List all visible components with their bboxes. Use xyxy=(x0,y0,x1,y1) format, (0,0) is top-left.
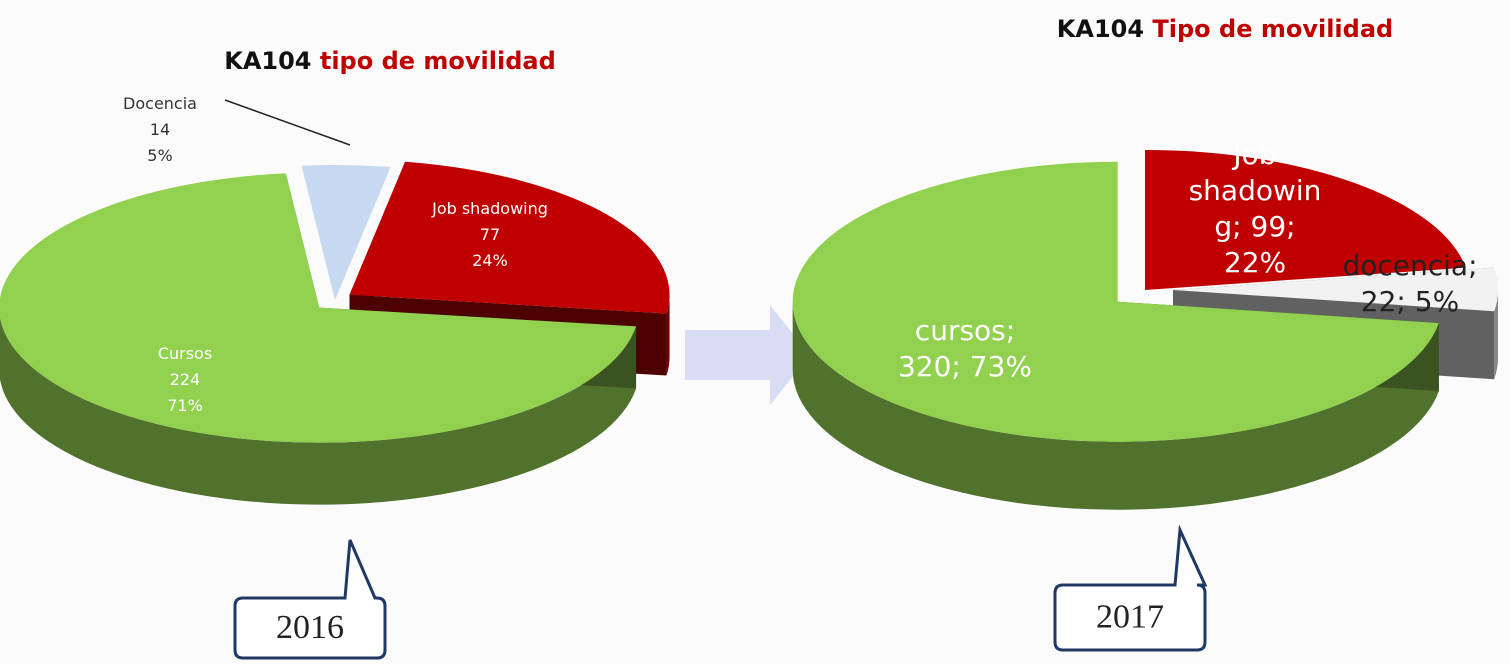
title-text: tipo de movilidad xyxy=(320,47,556,75)
title-text: Tipo de movilidad xyxy=(1152,15,1393,43)
slide: KA104 tipo de movilidadCursos22471%Docen… xyxy=(0,0,1511,664)
leader-line xyxy=(225,100,350,145)
year-label: 2016 xyxy=(276,609,344,646)
chart-title: KA104 Tipo de movilidad xyxy=(1057,15,1393,43)
slice xyxy=(350,162,670,314)
arrow xyxy=(685,305,810,405)
year-label: 2017 xyxy=(1096,598,1164,635)
title-code: KA104 xyxy=(1057,15,1144,43)
chart-title: KA104 tipo de movilidad xyxy=(224,47,556,75)
title-code: KA104 xyxy=(224,47,311,75)
